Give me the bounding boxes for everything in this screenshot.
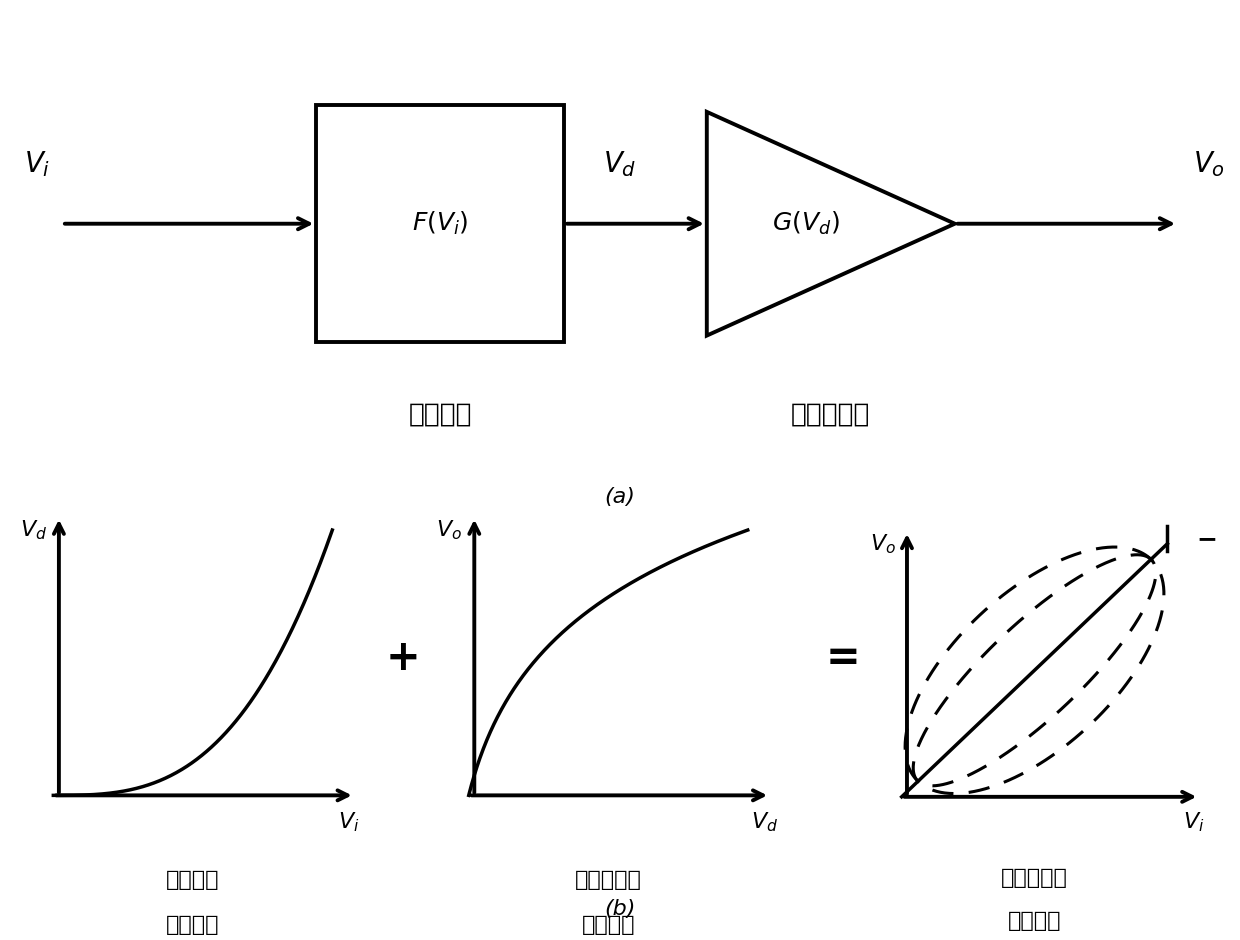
Text: 预失真系统: 预失真系统 (1001, 868, 1068, 887)
Text: 传递函数: 传递函数 (166, 915, 219, 934)
Text: $V_o$: $V_o$ (1193, 149, 1225, 180)
Text: (b): (b) (604, 899, 636, 919)
Text: 预失真器: 预失真器 (408, 401, 472, 428)
Polygon shape (707, 112, 955, 336)
Text: 预失真器: 预失真器 (166, 870, 219, 889)
Text: =: = (826, 637, 861, 679)
Text: +: + (386, 637, 420, 679)
Text: $V_o$: $V_o$ (436, 518, 463, 541)
Text: (a): (a) (605, 488, 635, 508)
Text: $V_d$: $V_d$ (604, 149, 636, 180)
Text: $F(V_i)$: $F(V_i)$ (412, 211, 469, 237)
Text: $G(V_d)$: $G(V_d)$ (773, 211, 839, 237)
Text: $V_o$: $V_o$ (870, 532, 897, 556)
Text: −: − (1197, 526, 1218, 551)
Text: 传递函数: 传递函数 (1008, 911, 1061, 931)
Text: 功率放大器: 功率放大器 (791, 401, 870, 428)
Text: 功率放大器: 功率放大器 (575, 870, 641, 889)
Text: $V_d$: $V_d$ (20, 518, 47, 541)
Text: $V_i$: $V_i$ (1183, 810, 1205, 834)
Text: 传递函数: 传递函数 (582, 915, 635, 934)
Text: $V_i$: $V_i$ (24, 149, 51, 180)
Bar (316, 105, 564, 342)
Text: $V_i$: $V_i$ (339, 810, 360, 834)
Text: $V_d$: $V_d$ (751, 810, 777, 834)
